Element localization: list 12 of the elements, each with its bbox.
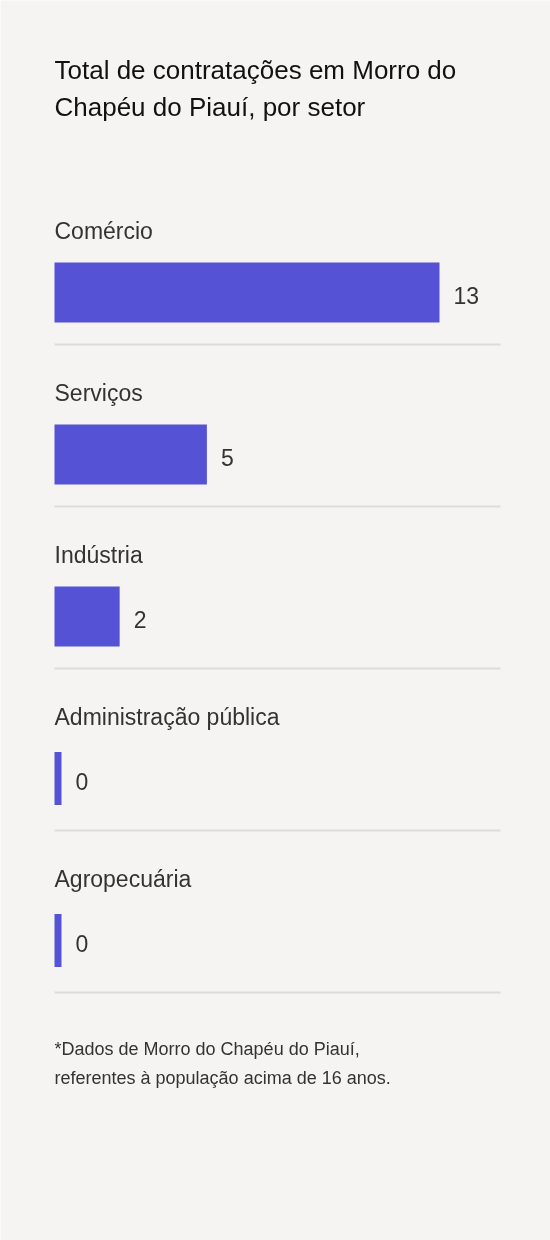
y-tick-label: Agropecuária	[54, 865, 192, 892]
y-tick-label: Administração pública	[54, 703, 280, 730]
chart-title: Total de contratações em Morro do Chapéu do Piauí, por setor	[54, 54, 457, 122]
data-label: 0	[75, 769, 89, 795]
data-label: 5	[220, 445, 234, 471]
text: *Dados de Morro do Chapéu do Piauí, referentes à população acima de 16 anos.	[54, 1038, 391, 1088]
data-label: 0	[75, 931, 89, 957]
y-tick-label: Comércio	[54, 217, 153, 244]
y-tick-label: Indústria	[54, 541, 143, 568]
y-tick-label: Serviços	[54, 379, 143, 406]
data-label: 2	[133, 607, 147, 633]
data-label: 13	[453, 283, 480, 309]
